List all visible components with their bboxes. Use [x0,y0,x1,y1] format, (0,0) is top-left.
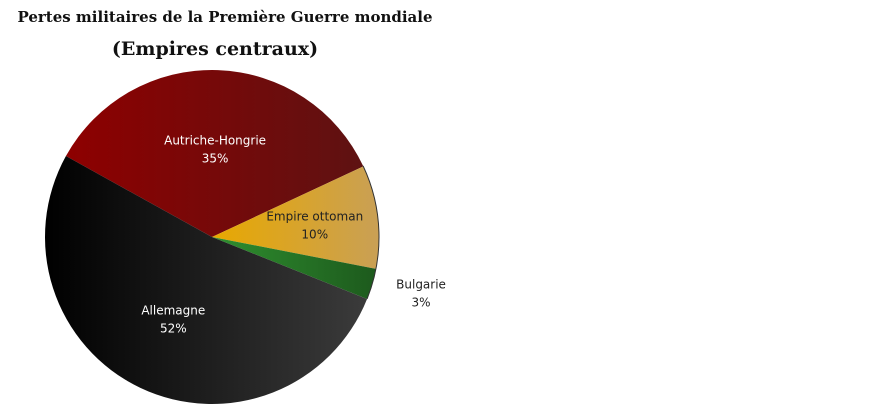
slice-label: Allemagne [141,303,205,317]
slice-value-label: 3% [412,296,431,310]
chart-title: Pertes militaires de la Première Guerre … [17,8,433,26]
slice-label: Autriche-Hongrie [164,134,266,148]
pie-outline [362,165,380,300]
slice-value-label: 35% [202,152,229,166]
pie-slice-empire-ottoman [212,166,380,269]
pie-slice-autriche-hongrie [65,70,364,237]
slice-value-label: 10% [301,227,328,241]
slice-label: Empire ottoman [266,209,363,223]
chart-subtitle: (Empires centraux) [111,38,319,60]
slice-label: Bulgarie [396,278,446,292]
pie-slice-allemagne [45,156,368,404]
slice-value-label: 52% [160,321,187,335]
pie-slice-bulgarie [212,237,376,300]
